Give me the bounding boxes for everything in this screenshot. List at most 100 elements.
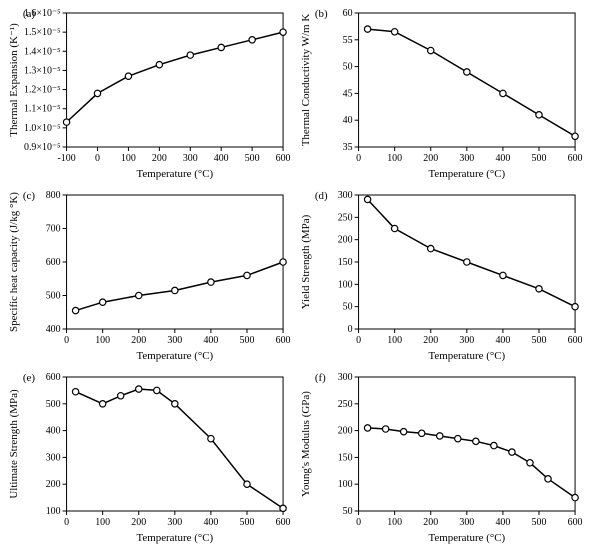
series-line	[368, 199, 575, 306]
data-marker	[364, 196, 370, 202]
x-tick-label: -100	[57, 153, 75, 164]
data-marker	[244, 481, 250, 487]
data-marker	[400, 428, 406, 434]
x-tick-label: 100	[121, 153, 136, 164]
data-marker	[99, 299, 105, 305]
y-tick-label: 1.3×10⁻⁵	[24, 65, 61, 76]
panel-tag: (c)	[23, 190, 35, 202]
x-tick-label: 500	[240, 517, 255, 528]
y-axis-label: Thermal Expansion (K⁻¹)	[8, 23, 20, 137]
data-marker	[364, 26, 370, 32]
y-axis-label: Specific heat capacity (J/kg °K)	[8, 192, 20, 332]
y-tick-label: 1.4×10⁻⁵	[24, 46, 61, 57]
data-marker	[428, 47, 434, 53]
y-axis-label: Thermal Conductivity W/m K	[300, 14, 312, 147]
panel-tag: (b)	[315, 8, 328, 20]
data-marker	[500, 272, 506, 278]
data-marker	[473, 438, 479, 444]
y-tick-label: 300	[338, 190, 353, 201]
x-axis-label: Temperature (°C)	[429, 168, 506, 180]
data-marker	[94, 90, 100, 96]
series-line	[67, 32, 283, 122]
data-marker	[208, 279, 214, 285]
y-tick-label: 600	[46, 257, 61, 268]
y-axis-label: Yield Strength (MPa)	[300, 214, 312, 309]
y-tick-label: 100	[338, 279, 353, 290]
x-tick-label: 100	[387, 517, 402, 528]
y-tick-label: 400	[46, 324, 61, 335]
data-marker	[545, 476, 551, 482]
data-marker	[280, 505, 286, 511]
x-tick-label: 500	[532, 335, 547, 346]
data-marker	[500, 90, 506, 96]
data-marker	[218, 44, 224, 50]
panel-tag: (d)	[315, 190, 328, 202]
data-marker	[172, 287, 178, 293]
chart-panel-f: 010020030040050060050100150200250300Temp…	[297, 369, 585, 547]
data-marker	[280, 29, 286, 35]
x-tick-label: 600	[568, 153, 583, 164]
data-marker	[572, 494, 578, 500]
y-tick-label: 1.1×10⁻⁵	[24, 104, 61, 115]
series-line	[368, 29, 575, 136]
y-tick-label: 0	[348, 324, 353, 335]
x-tick-label: 300	[167, 517, 182, 528]
x-tick-label: 600	[276, 335, 291, 346]
data-marker	[391, 29, 397, 35]
data-marker	[187, 52, 193, 58]
data-marker	[572, 303, 578, 309]
x-tick-label: 200	[423, 335, 438, 346]
x-tick-label: 300	[459, 153, 474, 164]
y-tick-label: 300	[338, 372, 353, 383]
chart-panel-b: 0100200300400500600354045505560Temperatu…	[297, 5, 585, 183]
data-marker	[382, 426, 388, 432]
y-tick-label: 1.5×10⁻⁵	[24, 27, 61, 38]
x-tick-label: 100	[387, 153, 402, 164]
x-tick-label: 600	[276, 153, 291, 164]
x-tick-label: 100	[95, 517, 110, 528]
data-marker	[280, 259, 286, 265]
data-marker	[536, 286, 542, 292]
series-line	[76, 389, 283, 508]
x-axis-label: Temperature (°C)	[137, 350, 214, 362]
y-tick-label: 200	[338, 235, 353, 246]
chart-grid: -10001002003004005006000.9×10⁻⁵1.0×10⁻⁵1…	[5, 5, 585, 547]
data-marker	[364, 425, 370, 431]
y-axis-label: Ultimate Strength (MPa)	[8, 389, 20, 499]
data-marker	[572, 133, 578, 139]
data-marker	[464, 69, 470, 75]
x-tick-label: 0	[64, 335, 69, 346]
y-tick-label: 200	[338, 426, 353, 437]
x-tick-label: 200	[131, 335, 146, 346]
x-tick-label: 600	[276, 517, 291, 528]
data-marker	[118, 393, 124, 399]
data-marker	[244, 272, 250, 278]
panel-tag: (f)	[315, 372, 326, 384]
x-tick-label: 400	[214, 153, 229, 164]
y-tick-label: 0.9×10⁻⁵	[24, 142, 61, 153]
data-marker	[136, 386, 142, 392]
y-tick-label: 50	[343, 62, 353, 73]
data-marker	[491, 442, 497, 448]
x-tick-label: 300	[459, 335, 474, 346]
data-marker	[428, 245, 434, 251]
x-tick-label: 500	[240, 335, 255, 346]
y-tick-label: 250	[338, 212, 353, 223]
x-tick-label: 0	[95, 153, 100, 164]
data-marker	[536, 112, 542, 118]
x-tick-label: 0	[356, 335, 361, 346]
y-tick-label: 600	[46, 372, 61, 383]
x-tick-label: 600	[568, 335, 583, 346]
chart-panel-d: 0100200300400500600050100150200250300Tem…	[297, 187, 585, 365]
data-marker	[156, 61, 162, 67]
y-tick-label: 250	[338, 399, 353, 410]
x-tick-label: 600	[568, 517, 583, 528]
y-tick-label: 40	[343, 115, 353, 126]
data-marker	[136, 292, 142, 298]
x-axis-label: Temperature (°C)	[429, 532, 506, 544]
y-tick-label: 400	[46, 426, 61, 437]
data-marker	[527, 460, 533, 466]
x-tick-label: 200	[152, 153, 167, 164]
x-tick-label: 0	[64, 517, 69, 528]
data-marker	[154, 387, 160, 393]
